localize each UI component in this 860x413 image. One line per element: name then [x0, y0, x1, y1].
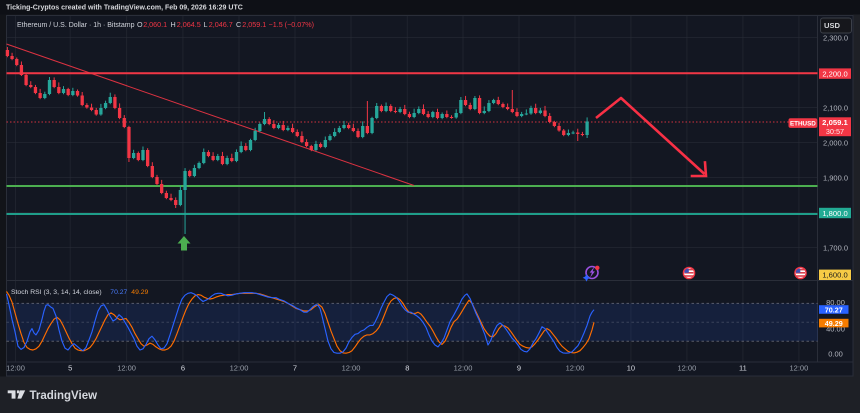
svg-text:1,700.0: 1,700.0 [823, 243, 848, 252]
svg-text:L: L [204, 20, 208, 29]
svg-text:12:00: 12:00 [566, 364, 585, 373]
svg-text:2,060.1: 2,060.1 [143, 20, 167, 29]
svg-text:ETHUSD: ETHUSD [790, 121, 816, 128]
svg-text:0.00: 0.00 [828, 349, 843, 358]
svg-text:Ethereum / U.S. Dollar · 1h ·: Ethereum / U.S. Dollar · 1h · Bitstamp [17, 22, 135, 29]
svg-text:2,300.0: 2,300.0 [823, 33, 848, 42]
svg-text:12:00: 12:00 [6, 364, 25, 373]
svg-text:12:00: 12:00 [342, 364, 361, 373]
svg-text:49.29: 49.29 [131, 289, 148, 296]
svg-text:O: O [137, 20, 143, 29]
svg-text:Stoch RSI (3, 3, 14, 14, close: Stoch RSI (3, 3, 14, 14, close) [11, 289, 102, 296]
svg-text:2,100.0: 2,100.0 [823, 103, 848, 112]
svg-text:2,200.0: 2,200.0 [822, 69, 847, 78]
svg-text:70.27: 70.27 [110, 289, 127, 296]
svg-text:TradingView: TradingView [30, 390, 98, 402]
svg-text:2,046.7: 2,046.7 [209, 20, 233, 29]
svg-text:2,059.1: 2,059.1 [242, 20, 266, 29]
svg-text:7: 7 [293, 364, 297, 373]
svg-text:5: 5 [68, 364, 72, 373]
svg-text:30:57: 30:57 [826, 127, 844, 136]
svg-text:1,600.0: 1,600.0 [822, 271, 847, 280]
svg-text:9: 9 [517, 364, 521, 373]
svg-text:−1.5 (−0.07%): −1.5 (−0.07%) [269, 20, 315, 29]
svg-text:C: C [236, 20, 241, 29]
svg-text:2,059.1: 2,059.1 [822, 118, 848, 127]
svg-text:40.00: 40.00 [826, 324, 845, 333]
svg-text:1,900.0: 1,900.0 [823, 173, 848, 182]
svg-text:8: 8 [405, 364, 409, 373]
svg-text:USD: USD [824, 21, 841, 30]
svg-text:80.00: 80.00 [826, 298, 845, 307]
svg-text:H: H [171, 20, 176, 29]
svg-text:2,064.5: 2,064.5 [177, 20, 201, 29]
svg-text:12:00: 12:00 [454, 364, 473, 373]
svg-text:12:00: 12:00 [678, 364, 697, 373]
svg-text:49.29: 49.29 [825, 319, 843, 328]
svg-text:Ticking-Cryptos created with T: Ticking-Cryptos created with TradingView… [6, 5, 243, 12]
svg-text:6: 6 [181, 364, 185, 373]
svg-text:11: 11 [739, 364, 747, 373]
svg-text:10: 10 [627, 364, 635, 373]
svg-text:12:00: 12:00 [790, 364, 809, 373]
svg-text:2,000.0: 2,000.0 [823, 138, 848, 147]
svg-text:1,800.0: 1,800.0 [822, 209, 847, 218]
svg-text:70.27: 70.27 [825, 305, 843, 314]
svg-text:12:00: 12:00 [230, 364, 249, 373]
svg-text:12:00: 12:00 [117, 364, 136, 373]
